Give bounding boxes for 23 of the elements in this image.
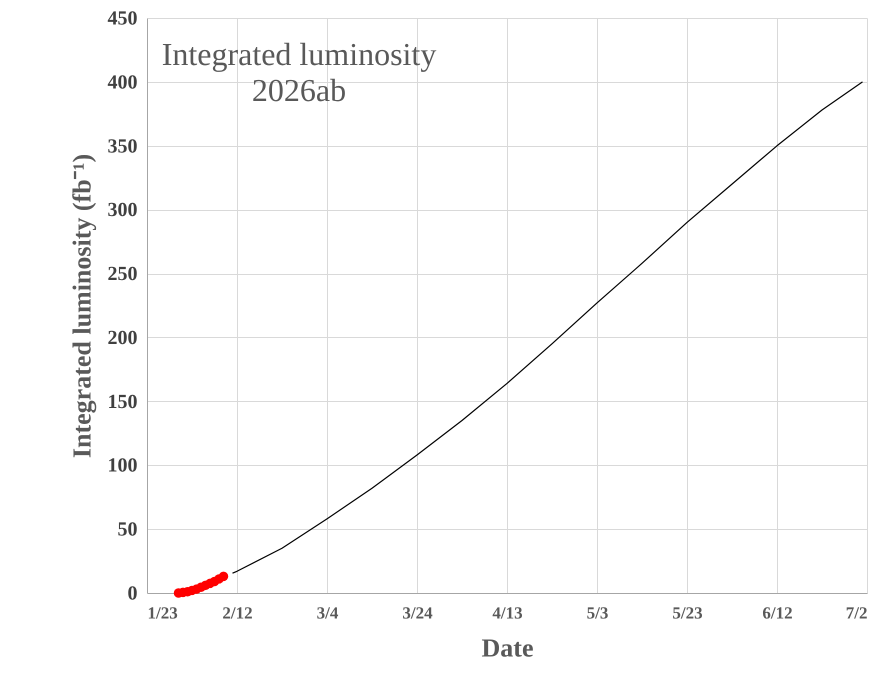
x-tick-label: 7/2 [846, 604, 868, 622]
y-tick-label: 250 [108, 263, 138, 286]
y-tick-label: 400 [108, 71, 138, 94]
x-axis-title: Date [482, 634, 534, 662]
y-tick-label: 100 [108, 454, 138, 477]
y-tick-label: 200 [108, 326, 138, 349]
x-tick-label: 6/12 [762, 604, 793, 622]
x-tick-label: 2/12 [222, 604, 253, 622]
y-tick-label: 50 [118, 518, 138, 541]
x-tick-label: 4/13 [492, 604, 523, 622]
x-tick-label: 1/23 [148, 604, 178, 622]
x-tick-label: 5/3 [586, 604, 608, 622]
text: 2026ab [252, 72, 346, 108]
x-tick-label: 5/23 [672, 604, 703, 622]
x-tick-label: 3/4 [316, 604, 339, 622]
y-tick-label: 350 [108, 135, 138, 158]
y-tick-label: 300 [108, 199, 138, 222]
x-tick-label: 3/24 [402, 604, 434, 622]
text: Integrated luminosity [162, 36, 436, 72]
y-tick-label: 450 [108, 8, 138, 30]
y-tick-label: 150 [108, 390, 138, 413]
y-axis-title: Integrated luminosity (fb⁻¹) [68, 154, 96, 458]
y-tick-label: 0 [128, 582, 138, 604]
